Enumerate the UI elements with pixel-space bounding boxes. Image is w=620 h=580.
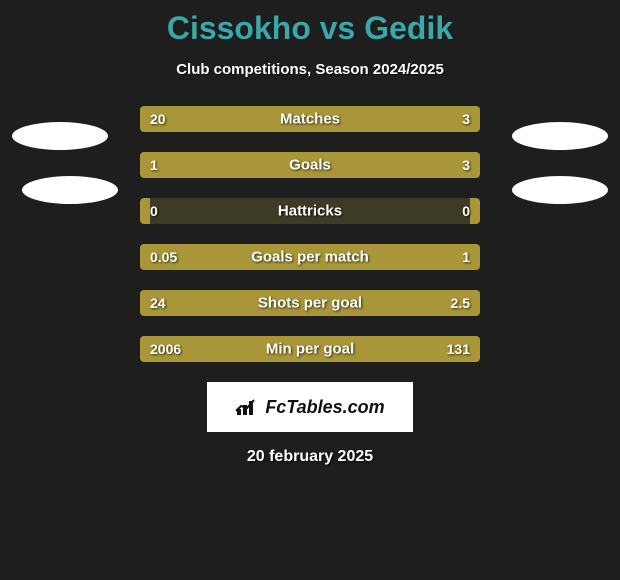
value-right: 0 [462,203,470,219]
bar-row: 24 Shots per goal 2.5 [140,290,480,316]
stat-label: Goals [140,157,480,174]
value-left: 0 [150,203,158,219]
bar-row: 2006 Min per goal 131 [140,336,480,362]
value-right: 131 [447,341,470,357]
brand-box[interactable]: FcTables.com [207,382,413,432]
value-left: 1 [150,157,158,173]
page-title: Cissokho vs Gedik [0,0,620,47]
stat-label: Shots per goal [140,295,480,312]
bar-row: 1 Goals 3 [140,152,480,178]
date-text: 20 february 2025 [0,448,620,466]
stat-label: Goals per match [140,249,480,266]
value-left: 20 [150,111,166,127]
value-left: 0.05 [150,249,177,265]
brand-text: FcTables.com [265,397,384,418]
stat-label: Hattricks [140,203,480,220]
value-left: 24 [150,295,166,311]
value-right: 3 [462,111,470,127]
bar-row: 0.05 Goals per match 1 [140,244,480,270]
value-right: 3 [462,157,470,173]
bar-row: 20 Matches 3 [140,106,480,132]
player1-avatar-1 [12,122,108,150]
player2-avatar-1 [512,122,608,150]
value-right: 1 [462,249,470,265]
stat-label: Min per goal [140,341,480,358]
chart-icon [235,397,261,417]
value-left: 2006 [150,341,181,357]
player2-avatar-2 [512,176,608,204]
bar-row: 0 Hattricks 0 [140,198,480,224]
stat-label: Matches [140,111,480,128]
subtitle: Club competitions, Season 2024/2025 [0,61,620,78]
player1-avatar-2 [22,176,118,204]
value-right: 2.5 [451,295,470,311]
